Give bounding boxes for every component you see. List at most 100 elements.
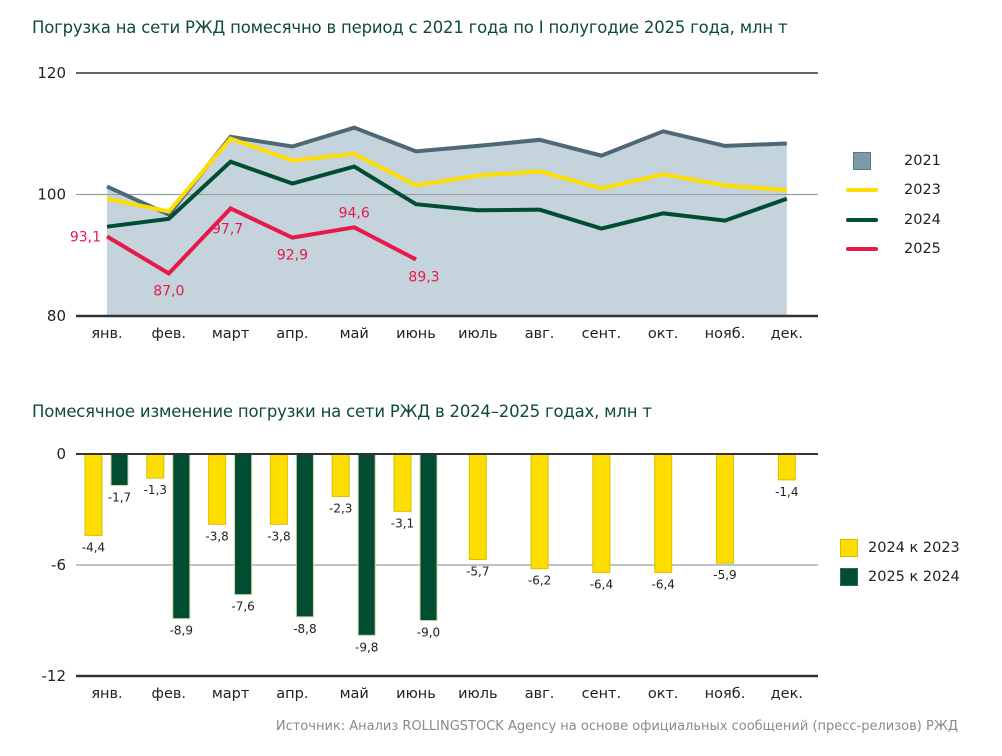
x-tick-label: нояб.: [705, 326, 746, 342]
series-line-2025: [105, 206, 417, 277]
legend-item-2023: 2023: [840, 176, 941, 206]
y-tick-label: 120: [37, 64, 66, 82]
bar-data-label: -5,9: [713, 568, 736, 582]
bar-2024-vs-2023: [592, 453, 611, 573]
x-tick-label: окт.: [648, 326, 679, 342]
data-label-2025: 92,9: [277, 248, 308, 264]
x-tick-label: июнь: [396, 326, 436, 342]
x-tick-label: июнь: [396, 686, 436, 702]
bar-data-label: -5,7: [466, 564, 489, 578]
legend-item-2025: 2025: [840, 235, 941, 265]
bar-data-label: -8,8: [293, 622, 316, 636]
bar-2024-vs-2023: [468, 453, 487, 560]
bar-chart-title: Помесячное изменение погрузки на сети РЖ…: [32, 402, 652, 421]
bar-2025-vs-2024: [234, 453, 253, 596]
bar-data-label: -9,8: [355, 640, 378, 654]
legend-item-2021: 2021: [840, 146, 941, 176]
bar-data-label: -1,7: [108, 490, 131, 504]
legend-item-2025-vs-2024: 2025 к 2024: [840, 563, 960, 593]
legend-swatch-area-icon: [853, 151, 871, 170]
x-tick-label: июль: [458, 686, 497, 702]
bar-data-label: -3,1: [391, 516, 414, 530]
x-tick-label: апр.: [276, 686, 308, 702]
bar-2025-vs-2024: [419, 453, 438, 621]
legend-label: 2025: [904, 241, 941, 258]
y-tick-label: 100: [37, 186, 66, 204]
area-2021: [107, 127, 787, 316]
bar-chart: -6 -4,4 -1,7 янв. -1,3 -8,9 фев. -3,8 -7,6 март -3…: [42, 445, 818, 702]
bar-chart-legend: 2024 к 2023 2025 к 2024: [840, 533, 960, 592]
x-tick-label: нояб.: [705, 686, 746, 702]
x-tick-label: апр.: [276, 326, 308, 342]
x-tick-label: авг.: [525, 326, 555, 342]
x-tick-label: март: [212, 686, 250, 702]
legend-label: 2023: [904, 182, 941, 199]
bar-data-label: -8,9: [170, 624, 193, 638]
y-tick-label: -12: [42, 667, 67, 685]
legend-label: 2025 к 2024: [868, 569, 960, 586]
x-tick-label: янв.: [91, 326, 122, 342]
data-label-2025: 97,7: [212, 221, 243, 237]
bar-data-label: -6,4: [590, 577, 613, 591]
x-tick-label: дек.: [771, 686, 803, 702]
x-tick-label: янв.: [91, 686, 122, 702]
data-label-2025: 94,6: [339, 205, 370, 221]
bar-data-label: -3,8: [267, 529, 290, 543]
x-tick-label: фев.: [152, 686, 186, 702]
source-note: Источник: Анализ ROLLINGSTOCK Agency на …: [275, 719, 958, 734]
bar-data-label: -1,3: [144, 483, 167, 497]
bar-data-label: -3,8: [205, 529, 228, 543]
bar-2024-vs-2023: [654, 453, 673, 573]
x-tick-label: дек.: [771, 326, 803, 342]
x-tick-label: май: [340, 686, 369, 702]
legend-swatch-line-icon: [846, 247, 878, 252]
legend-item-2024: 2024: [840, 205, 941, 235]
bar-2024-vs-2023: [530, 453, 549, 570]
bar-2025-vs-2024: [357, 453, 376, 636]
y-tick-label: -6: [51, 556, 66, 574]
bar-2024-vs-2023: [84, 453, 103, 536]
x-tick-label: сент.: [582, 686, 621, 702]
x-tick-label: сент.: [582, 326, 621, 342]
x-tick-label: авг.: [525, 686, 555, 702]
data-label-2025: 89,3: [408, 270, 439, 286]
legend-swatch-line-icon: [846, 217, 878, 222]
series-line-2023: [106, 136, 787, 214]
data-label-2025: 93,1: [70, 229, 101, 245]
data-label-2025: 87,0: [153, 283, 184, 299]
bar-2024-vs-2023: [393, 453, 412, 512]
legend-swatch-icon: [840, 538, 858, 557]
x-tick-label: март: [212, 326, 250, 342]
bar-2025-vs-2024: [295, 453, 314, 618]
bar-2025-vs-2024: [172, 453, 191, 620]
x-tick-label: окт.: [648, 686, 679, 702]
line-chart-legend: 2021 2023 2024 2025: [840, 146, 941, 264]
bar-2024-vs-2023: [269, 453, 288, 525]
bar-2024-vs-2023: [716, 453, 734, 564]
y-tick-label: 80: [47, 307, 66, 325]
bar-2024-vs-2023: [146, 453, 165, 479]
line-chart: 80 100 120 93,1 87,0 97,7 92,9 94,6 89,3 янв. фев.…: [37, 64, 818, 342]
x-tick-label: фев.: [152, 326, 186, 342]
bar-2025-vs-2024: [110, 453, 129, 486]
line-chart-title: Погрузка на сети РЖД помесячно в период …: [32, 18, 788, 37]
bar-data-label: -2,3: [329, 502, 352, 516]
bar-data-label: -4,4: [82, 540, 105, 554]
x-tick-label: май: [340, 326, 369, 342]
legend-swatch-line-icon: [846, 188, 878, 193]
bar-data-label: -9,0: [417, 626, 440, 640]
legend-swatch-icon: [840, 568, 858, 587]
legend-label: 2024: [904, 211, 941, 228]
bar-2024-vs-2023: [208, 453, 227, 525]
bar-data-label: -1,4: [775, 485, 798, 499]
bar-data-label: -6,2: [528, 574, 551, 588]
series-line-2024: [106, 159, 788, 231]
bar-data-label: -7,6: [231, 600, 254, 614]
bar-2024-vs-2023: [777, 453, 796, 481]
legend-label: 2024 к 2023: [868, 539, 960, 556]
bar-2024-vs-2023: [331, 453, 350, 498]
legend-label: 2021: [904, 152, 941, 169]
x-tick-label: июль: [458, 326, 497, 342]
y-tick-label: 0: [56, 445, 66, 463]
